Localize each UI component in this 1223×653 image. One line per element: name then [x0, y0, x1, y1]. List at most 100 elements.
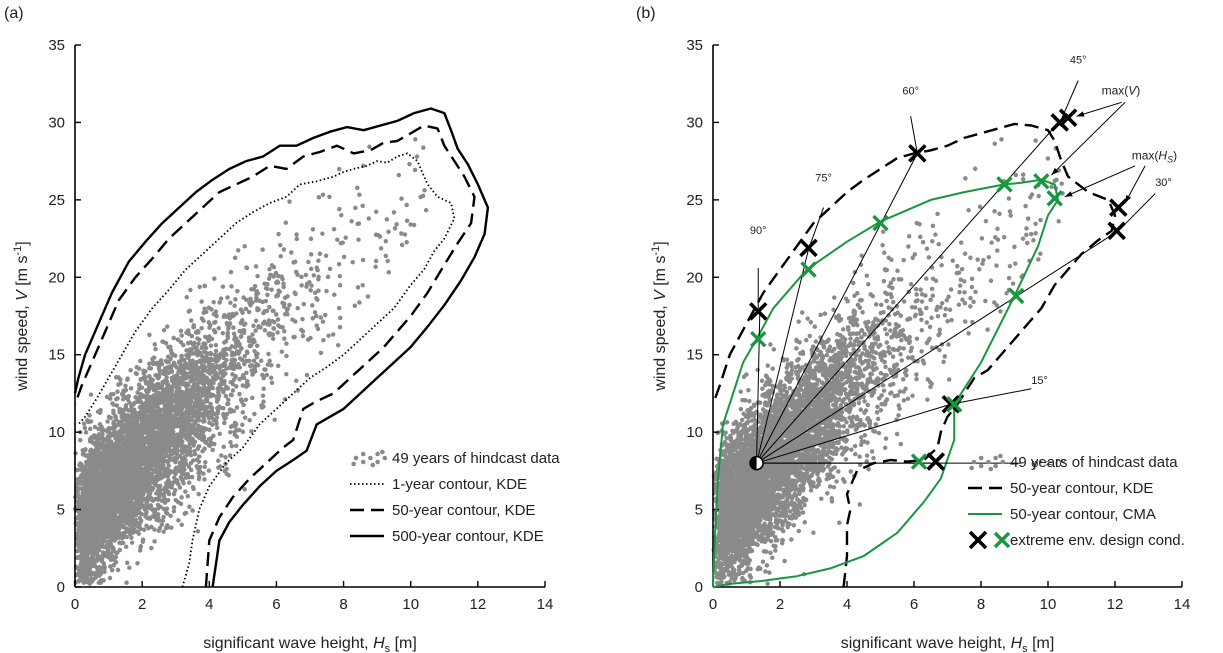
legend-item: extreme env. design cond.: [968, 530, 1185, 550]
y-tick-label: 10: [48, 424, 65, 441]
legend-swatch-scatter: [978, 455, 984, 461]
legend-swatch-black-x: [968, 530, 988, 550]
panel-label-b: (b): [636, 5, 656, 22]
y-tick-label: 0: [695, 579, 703, 596]
y-tick-label: 35: [686, 37, 703, 54]
legend-item: 1-year contour, KDE: [350, 476, 527, 493]
black-x-marker: [798, 238, 819, 258]
scatter-cloud: [711, 137, 1065, 587]
x-tick-label: 0: [71, 596, 79, 613]
legend-swatch-scatter: [382, 455, 388, 461]
center-point-half: [750, 456, 757, 470]
legend-swatch-scatter: [375, 451, 380, 457]
legend: 49 years of hindcast data 50-year contour…: [968, 453, 1185, 550]
angle-ray: [756, 403, 951, 464]
x-tick-label: 10: [1040, 596, 1057, 613]
arrow-head: [1076, 111, 1085, 117]
x-tick-label: 12: [470, 596, 487, 613]
angle-label: 75°: [815, 172, 832, 184]
legend-swatch-scatter: [971, 459, 977, 465]
panel-a: 0 2 4 6 8 10 12 14 0 5 10 15 20 25 30 35 significant wav…: [12, 37, 560, 653]
legend-item: 500-year contour, KDE: [350, 528, 544, 545]
legend-swatch-scatter: [380, 449, 385, 455]
y-tick-label: 30: [686, 114, 703, 131]
legend-swatch-scatter: [998, 453, 1003, 459]
angle-leader: [910, 116, 918, 154]
max-v-label: max(V): [1102, 84, 1141, 98]
y-tick-label: 35: [48, 37, 65, 54]
green-x-marker: [871, 214, 890, 232]
contour-dashed: [73, 124, 476, 588]
legend-label: 50-year contour, KDE: [1010, 480, 1153, 497]
x-axis-label: significant wave height, Hs [m]: [841, 635, 1055, 653]
legend-swatch-scatter: [360, 451, 366, 457]
angle-label: 15°: [1031, 375, 1048, 387]
y-tick-label: 15: [686, 347, 703, 364]
legend-swatch-scatter: [351, 461, 356, 467]
arrow-head: [1051, 167, 1059, 176]
contour-cma-50yr: [712, 178, 1059, 588]
black-x-marker: [925, 451, 946, 472]
legend-swatch-scatter: [988, 466, 994, 472]
angle-ray: [756, 249, 809, 464]
x-axis-label: significant wave height, Hs [m]: [203, 635, 417, 653]
legend-item: 50-year contour, KDE: [968, 480, 1153, 497]
y-tick-label: 5: [695, 502, 703, 519]
y-tick-label: 5: [57, 502, 65, 519]
legend-swatch-green-x: [993, 531, 1011, 549]
legend-swatch-scatter: [368, 455, 373, 461]
legend-swatch-scatter: [360, 459, 366, 465]
x-tick-label: 8: [339, 596, 347, 613]
legend-label: 500-year contour, KDE: [392, 528, 544, 545]
y-tick-label: 25: [686, 192, 703, 209]
phi-label: φ* = 0°: [1031, 458, 1065, 470]
angle-ray: [756, 308, 761, 464]
angle-label: 90°: [750, 225, 767, 237]
x-tick-label: 12: [1107, 596, 1124, 613]
max-hs-label: max(HS): [1132, 149, 1177, 165]
x-tick-label: 0: [709, 596, 717, 613]
y-tick-label: 20: [48, 269, 65, 286]
legend-label: 1-year contour, KDE: [392, 476, 527, 493]
annotation-arrow: [1076, 101, 1122, 117]
legend-swatch-scatter: [375, 459, 380, 465]
x-tick-label: 6: [910, 596, 918, 613]
scatter-points: [73, 137, 429, 586]
legend-item: 50-year contour, CMA: [968, 506, 1156, 523]
angle-leader: [808, 207, 825, 250]
legend: 49 years of hindcast data 1-year contour,…: [350, 449, 560, 545]
x-tick-label: 2: [776, 596, 784, 613]
legend-label: 49 years of hindcast data: [392, 450, 560, 467]
y-tick-label: 25: [48, 192, 65, 209]
y-axis-label: wind speed, V [m s-1]: [12, 241, 31, 391]
annotation-arrow: [1050, 101, 1126, 176]
legend-label: 50-year contour, KDE: [392, 502, 535, 519]
y-tick-label: 30: [48, 114, 65, 131]
angle-ray: [756, 153, 918, 464]
contour-kde-50yr: [711, 122, 1117, 588]
legend-swatch-scatter: [978, 463, 984, 469]
y-axis-label: wind speed, V [m s-1]: [650, 241, 669, 391]
angle-ray: [756, 230, 1119, 464]
legend-item: 49 years of hindcast data: [969, 453, 1178, 472]
legend-swatch-scatter: [986, 459, 991, 465]
x-tick-label: 2: [138, 596, 146, 613]
legend-item: 50-year contour, KDE: [350, 502, 535, 519]
x-tick-label: 6: [272, 596, 280, 613]
legend-swatch-scatter: [993, 463, 998, 469]
legend-label: 50-year contour, CMA: [1010, 506, 1156, 523]
legend-label: extreme env. design cond.: [1010, 532, 1185, 549]
x-tick-label: 4: [205, 596, 213, 613]
y-tick-label: 20: [686, 269, 703, 286]
x-tick-label: 10: [402, 596, 419, 613]
panel-b: 0 2 4 6 8 10 12 14 0 5 10 15 20 25 30 35 significant wav…: [650, 37, 1190, 653]
scatter-points: [711, 137, 1065, 587]
arrow-head: [1064, 191, 1073, 197]
legend-swatch-scatter: [370, 462, 376, 468]
legend-item: 49 years of hindcast data: [351, 449, 560, 468]
x-tick-label: 8: [977, 596, 985, 613]
y-tick-label: 15: [48, 347, 65, 364]
annotation-arrow: [1064, 165, 1136, 198]
angle-leader: [950, 388, 1032, 405]
scatter-cloud: [73, 137, 429, 586]
